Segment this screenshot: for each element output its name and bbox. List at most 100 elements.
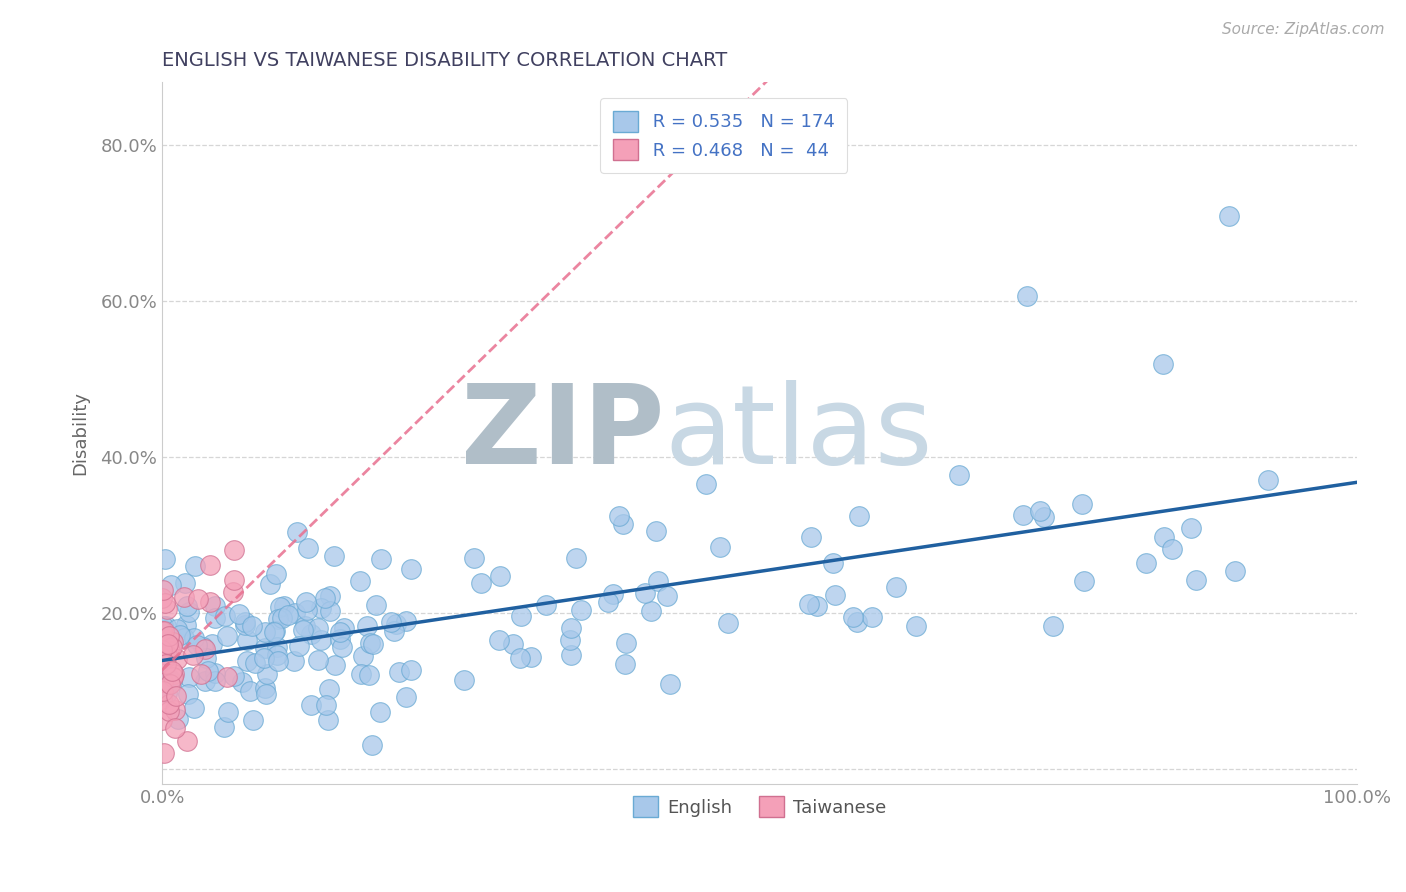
Point [860, 610, 883, 624]
Point [319, 603, 342, 617]
Point [204, 665, 226, 680]
Point [152, 746, 174, 760]
Point [295, 603, 318, 617]
Point [824, 588, 846, 602]
Point [315, 698, 337, 713]
Point [204, 599, 226, 613]
Point [297, 541, 319, 555]
Point [647, 574, 669, 588]
Point [266, 640, 288, 655]
Point [183, 632, 205, 646]
Point [596, 595, 619, 609]
Point [695, 477, 717, 491]
Point [602, 587, 624, 601]
Text: atlas: atlas [664, 380, 932, 487]
Point [569, 603, 592, 617]
Text: Source: ZipAtlas.com: Source: ZipAtlas.com [1222, 22, 1385, 37]
Point [152, 582, 174, 597]
Point [153, 682, 176, 697]
Point [254, 641, 277, 656]
Point [401, 663, 423, 677]
Point [309, 632, 332, 647]
Point [156, 672, 179, 686]
Point [155, 632, 177, 646]
Point [215, 629, 238, 643]
Point [1152, 357, 1174, 371]
Point [800, 531, 823, 545]
Point [253, 681, 276, 695]
Point [152, 619, 174, 633]
Point [239, 683, 262, 698]
Point [228, 607, 250, 621]
Point [152, 675, 174, 690]
Point [394, 690, 416, 704]
Point [299, 627, 322, 641]
Point [153, 552, 176, 566]
Point [162, 635, 184, 649]
Point [269, 599, 291, 614]
Point [534, 598, 557, 612]
Point [848, 508, 870, 523]
Point [288, 639, 311, 653]
Point [236, 632, 259, 647]
Point [645, 524, 668, 539]
Point [184, 559, 207, 574]
Point [176, 599, 198, 613]
Point [259, 576, 281, 591]
Point [1180, 520, 1202, 534]
Point [212, 721, 235, 735]
Point [284, 607, 307, 621]
Point [806, 599, 828, 614]
Point [153, 647, 176, 661]
Point [884, 580, 907, 594]
Point [183, 648, 205, 663]
Point [350, 667, 373, 681]
Point [214, 608, 236, 623]
Point [254, 625, 277, 640]
Point [307, 621, 329, 635]
Point [634, 586, 657, 600]
Point [1153, 530, 1175, 544]
Point [256, 687, 278, 701]
Point [222, 585, 245, 599]
Point [1029, 504, 1052, 518]
Point [152, 623, 174, 637]
Point [160, 578, 183, 592]
Point [150, 673, 173, 688]
Point [613, 657, 636, 671]
Point [364, 598, 387, 612]
Point [264, 624, 287, 639]
Point [162, 665, 184, 679]
Point [152, 643, 174, 657]
Point [266, 648, 288, 662]
Point [905, 618, 928, 632]
Point [1073, 574, 1095, 588]
Point [360, 739, 382, 753]
Point [299, 698, 322, 713]
Point [285, 525, 308, 540]
Point [153, 596, 176, 610]
Point [150, 591, 173, 605]
Point [502, 637, 524, 651]
Point [560, 648, 582, 662]
Point [382, 624, 405, 638]
Point [162, 670, 184, 684]
Point [217, 705, 239, 719]
Point [614, 636, 637, 650]
Point [709, 540, 731, 554]
Point [307, 652, 329, 666]
Point [267, 611, 290, 625]
Point [165, 722, 187, 736]
Point [385, 617, 408, 632]
Point [174, 576, 197, 591]
Point [242, 619, 264, 633]
Point [159, 644, 181, 658]
Point [841, 609, 863, 624]
Point [463, 551, 485, 566]
Point [612, 516, 634, 531]
Point [797, 597, 820, 611]
Point [253, 651, 276, 665]
Point [314, 591, 336, 606]
Point [231, 675, 253, 690]
Point [716, 615, 738, 630]
